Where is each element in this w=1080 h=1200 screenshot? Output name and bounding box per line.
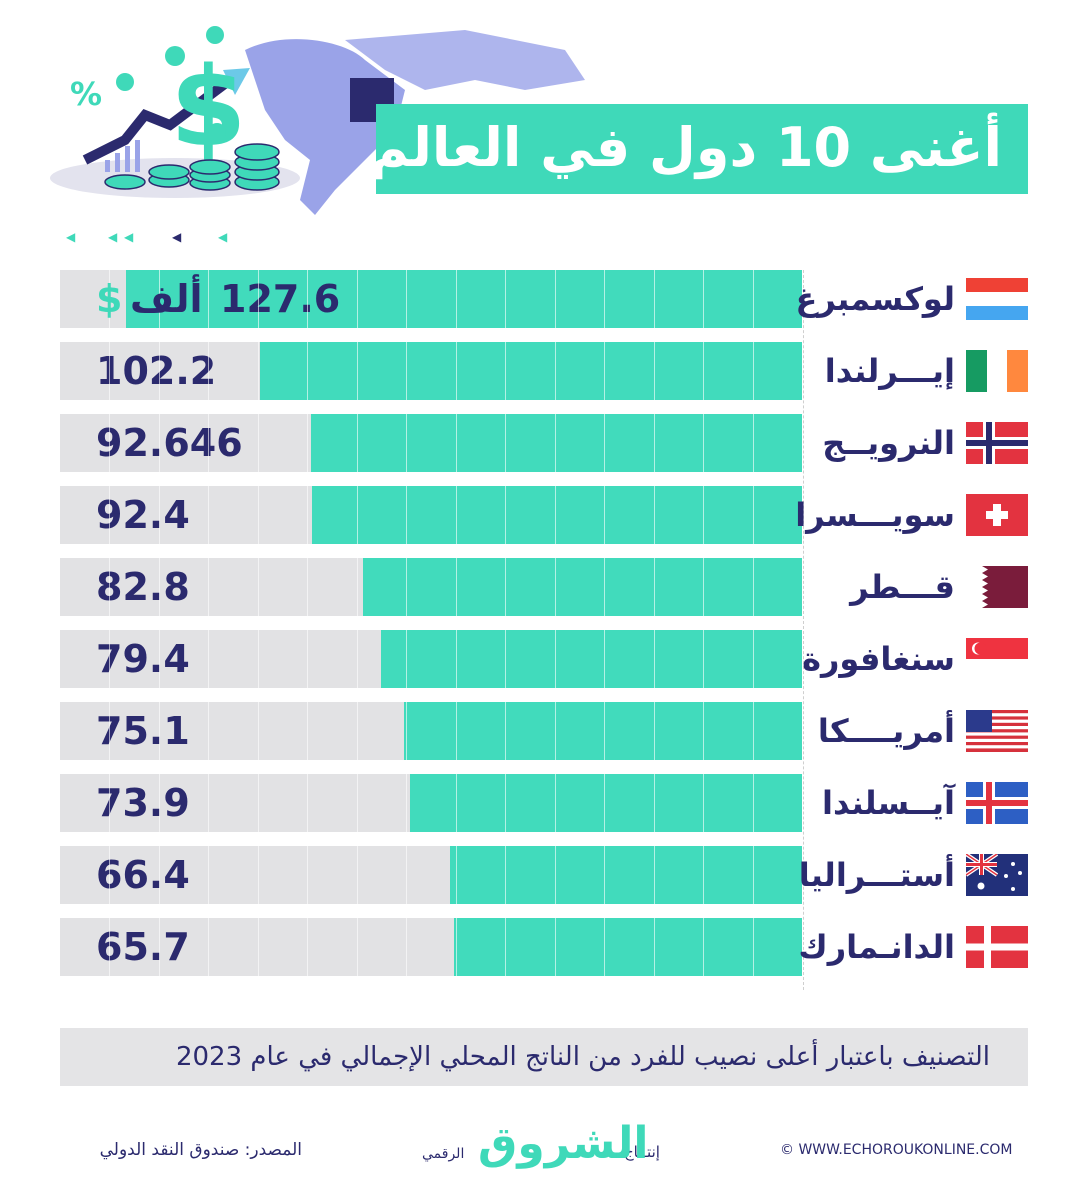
bar — [260, 342, 802, 400]
bar — [404, 702, 802, 760]
gridline — [307, 270, 308, 980]
decor-arrow-icon: ◀ — [172, 230, 182, 244]
bar — [381, 630, 802, 688]
ireland-flag-icon — [966, 350, 1028, 392]
ranking-note: التصنيف باعتبار أعلى نصيب للفرد من النات… — [175, 1042, 990, 1072]
country-label: سويـــسرا — [795, 496, 955, 534]
country-label: آيــسلندا — [822, 784, 955, 822]
norway-flag-icon — [966, 422, 1028, 464]
country-label: النرويــج — [822, 424, 955, 462]
value-label: 92.646 — [96, 421, 243, 465]
value-label: 73.9 — [96, 781, 190, 825]
country-label: لوكسمبرغ — [795, 280, 955, 318]
country-label: إيـــرلندا — [824, 352, 955, 390]
production-label: إنتــاج — [624, 1143, 660, 1161]
denmark-flag-icon — [966, 926, 1028, 968]
decor-arrow-icon: ◀ — [66, 230, 76, 244]
decor-arrow-icon: ◀ — [124, 230, 134, 244]
usa-flag-icon — [966, 710, 1028, 752]
bar — [450, 846, 802, 904]
gridline — [208, 270, 209, 980]
svg-text:$: $ — [170, 43, 247, 171]
gridline — [604, 270, 605, 980]
gridline — [555, 270, 556, 980]
value-label: 127.6 — [220, 277, 341, 321]
switzerland-flag-icon — [966, 494, 1028, 536]
bar — [363, 558, 802, 616]
gridline — [258, 270, 259, 980]
country-label: الدانـمارك — [798, 928, 955, 966]
currency-label: $ — [96, 277, 123, 321]
country-label: أمريــــكا — [817, 712, 955, 750]
bar — [312, 486, 802, 544]
value-label: 82.8 — [96, 565, 190, 609]
gridline — [159, 270, 160, 980]
gridline — [654, 270, 655, 980]
luxembourg-flag-icon — [966, 278, 1028, 320]
australia-flag-icon — [966, 854, 1028, 896]
bar-chart: 127.6 102.2 92.646 92.4 82.8 79.4 75.1 73.9 66.4… — [60, 270, 802, 980]
bar — [410, 774, 802, 832]
axis-line — [803, 270, 805, 990]
brand-logo: الشروق — [478, 1118, 649, 1169]
qatar-flag-icon — [966, 566, 1028, 608]
page-title: أغنى 10 دول في العالم — [369, 116, 1002, 179]
singapore-flag-icon — [966, 638, 1028, 680]
value-label: 75.1 — [96, 709, 190, 753]
decor-arrow-icon: ◀ — [218, 230, 228, 244]
bar — [454, 918, 802, 976]
value-label: 102.2 — [96, 349, 217, 393]
gridline — [357, 270, 358, 980]
value-label: 79.4 — [96, 637, 190, 681]
value-label: 92.4 — [96, 493, 190, 537]
brand-subtitle: الرقمي — [422, 1146, 465, 1162]
gridline — [703, 270, 704, 980]
note-box: التصنيف باعتبار أعلى نصيب للفرد من النات… — [60, 1028, 1028, 1086]
bar — [126, 270, 802, 328]
gridline — [753, 270, 754, 980]
gridline — [109, 270, 110, 980]
country-label: قـــطر — [850, 568, 955, 606]
value-label: 65.7 — [96, 925, 190, 969]
bar — [311, 414, 802, 472]
iceland-flag-icon — [966, 782, 1028, 824]
website-link[interactable]: © WWW.ECHOROUKONLINE.COM — [780, 1142, 1013, 1158]
country-label: أستـــراليا — [798, 856, 955, 894]
source-text: المصدر: صندوق النقد الدولي — [99, 1140, 302, 1160]
title-banner: أغنى 10 دول في العالم — [369, 104, 1028, 194]
decor-arrow-icon: ◀ — [108, 230, 118, 244]
gridline — [406, 270, 407, 980]
unit-label: ألف — [130, 277, 203, 321]
value-label: 66.4 — [96, 853, 190, 897]
gridline — [505, 270, 506, 980]
gridline — [456, 270, 457, 980]
country-label: سنغافورة — [802, 640, 955, 678]
svg-text:%: % — [70, 75, 102, 113]
